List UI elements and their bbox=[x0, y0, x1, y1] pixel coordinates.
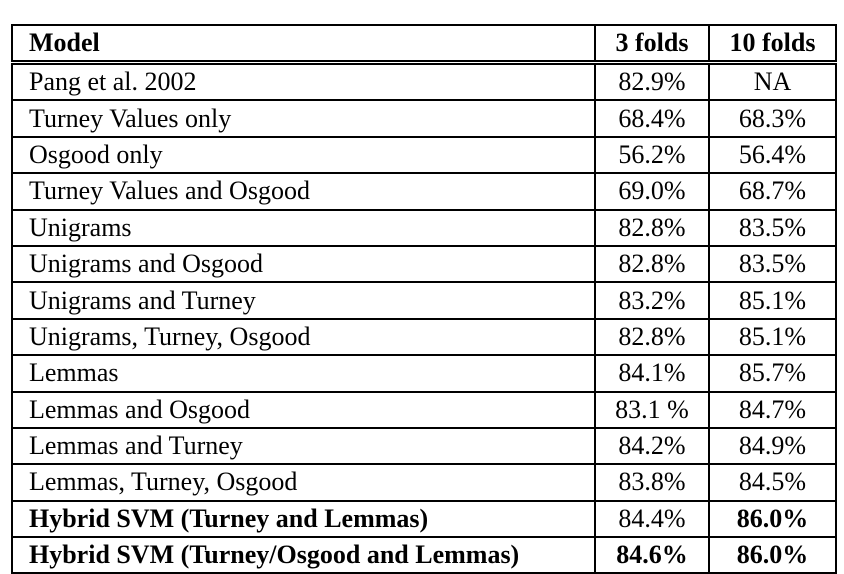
cell-three-folds: 69.0% bbox=[594, 172, 710, 210]
cell-model: Pang et al. 2002 bbox=[11, 62, 596, 101]
cell-three-folds: 83.1 % bbox=[594, 390, 710, 428]
cell-three-folds: 83.2% bbox=[594, 281, 710, 319]
cell-three-folds: 82.9% bbox=[594, 62, 710, 101]
table-body: Pang et al. 2002 82.9% NA Turney Values onl… bbox=[11, 62, 837, 574]
cell-ten-folds: 86.0% bbox=[708, 536, 837, 574]
cell-model: Unigrams bbox=[11, 208, 596, 246]
table-row: Hybrid SVM (Turney and Lemmas) 84.4% 86.0% bbox=[11, 499, 837, 538]
cell-model: Lemmas and Osgood bbox=[11, 390, 596, 428]
table-row: Hybrid SVM (Turney/Osgood and Lemmas) 84.… bbox=[11, 536, 837, 574]
cell-model: Osgood only bbox=[11, 135, 596, 174]
cell-three-folds: 82.8% bbox=[594, 317, 710, 356]
table-row: Turney Values and Osgood 69.0% 68.7% bbox=[11, 172, 837, 210]
cell-ten-folds: 84.9% bbox=[708, 426, 837, 465]
cell-ten-folds: 68.7% bbox=[708, 172, 837, 210]
table-row: Unigrams and Osgood 82.8% 83.5% bbox=[11, 244, 837, 283]
header-three-folds: 3 folds bbox=[594, 25, 710, 65]
table-row: Turney Values only 68.4% 68.3% bbox=[11, 99, 837, 137]
table-row: Pang et al. 2002 82.9% NA bbox=[11, 62, 837, 101]
table-row: Lemmas and Osgood 83.1 % 84.7% bbox=[11, 390, 837, 428]
cell-ten-folds: 85.1% bbox=[708, 281, 837, 319]
cell-three-folds: 84.4% bbox=[594, 499, 710, 538]
cell-three-folds: 84.6% bbox=[594, 536, 710, 574]
header-model: Model bbox=[11, 25, 596, 65]
cell-model: Unigrams and Osgood bbox=[11, 244, 596, 283]
cell-model: Unigrams and Turney bbox=[11, 281, 596, 319]
cell-three-folds: 68.4% bbox=[594, 99, 710, 137]
cell-three-folds: 84.1% bbox=[594, 354, 710, 392]
cell-ten-folds: 84.7% bbox=[708, 390, 837, 428]
results-table: Model 3 folds 10 folds Pang et al. 2002 8… bbox=[11, 24, 837, 574]
cell-model: Lemmas, Turney, Osgood bbox=[11, 463, 596, 501]
cell-three-folds: 84.2% bbox=[594, 426, 710, 465]
cell-model: Turney Values and Osgood bbox=[11, 172, 596, 210]
cell-ten-folds: 84.5% bbox=[708, 463, 837, 501]
table-row: Unigrams 82.8% 83.5% bbox=[11, 208, 837, 246]
cell-three-folds: 82.8% bbox=[594, 208, 710, 246]
cell-ten-folds: 68.3% bbox=[708, 99, 837, 137]
header-ten-folds: 10 folds bbox=[708, 25, 837, 65]
cell-model: Hybrid SVM (Turney/Osgood and Lemmas) bbox=[11, 536, 596, 574]
cell-model: Lemmas and Turney bbox=[11, 426, 596, 465]
cell-three-folds: 83.8% bbox=[594, 463, 710, 501]
table-row: Unigrams, Turney, Osgood 82.8% 85.1% bbox=[11, 317, 837, 356]
header-row: Model 3 folds 10 folds bbox=[11, 25, 837, 65]
cell-ten-folds: 83.5% bbox=[708, 244, 837, 283]
table-row: Osgood only 56.2% 56.4% bbox=[11, 135, 837, 174]
table-row: Lemmas, Turney, Osgood 83.8% 84.5% bbox=[11, 463, 837, 501]
cell-model: Lemmas bbox=[11, 354, 596, 392]
table-row: Lemmas 84.1% 85.7% bbox=[11, 354, 837, 392]
cell-ten-folds: 56.4% bbox=[708, 135, 837, 174]
table-row: Unigrams and Turney 83.2% 85.1% bbox=[11, 281, 837, 319]
table-header: Model 3 folds 10 folds bbox=[11, 25, 837, 65]
cell-model: Turney Values only bbox=[11, 99, 596, 137]
cell-model: Unigrams, Turney, Osgood bbox=[11, 317, 596, 356]
cell-model: Hybrid SVM (Turney and Lemmas) bbox=[11, 499, 596, 538]
cell-ten-folds: 86.0% bbox=[708, 499, 837, 538]
cell-ten-folds: 85.1% bbox=[708, 317, 837, 356]
cell-ten-folds: 85.7% bbox=[708, 354, 837, 392]
cell-ten-folds: NA bbox=[708, 62, 837, 101]
cell-three-folds: 82.8% bbox=[594, 244, 710, 283]
table-row: Lemmas and Turney 84.2% 84.9% bbox=[11, 426, 837, 465]
cell-three-folds: 56.2% bbox=[594, 135, 710, 174]
cell-ten-folds: 83.5% bbox=[708, 208, 837, 246]
